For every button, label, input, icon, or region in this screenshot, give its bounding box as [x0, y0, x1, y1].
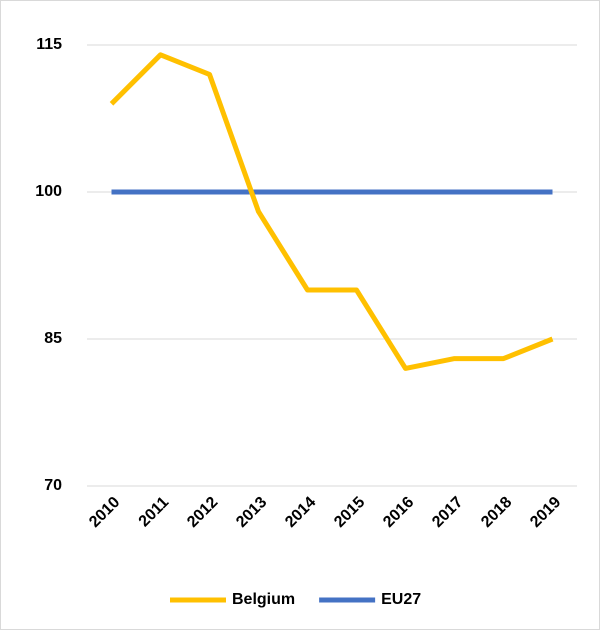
y-tick-label: 85 — [44, 330, 62, 347]
y-tick-label: 115 — [36, 36, 62, 53]
series-line — [109, 52, 554, 371]
legend-label: EU27 — [381, 591, 421, 608]
legend-label: Belgium — [232, 591, 295, 608]
y-tick-label: 70 — [44, 477, 62, 494]
y-tick-label: 100 — [35, 183, 62, 200]
